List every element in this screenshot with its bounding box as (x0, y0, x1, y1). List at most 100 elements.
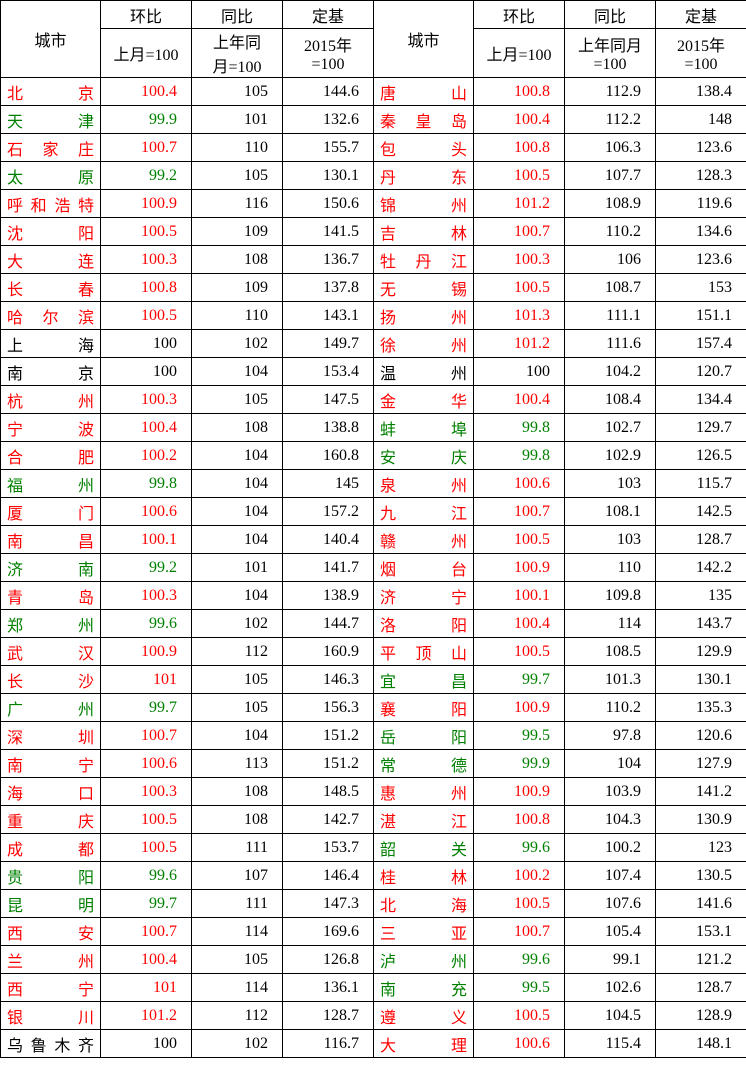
tb-cell: 106 (565, 246, 656, 274)
city-cell: 北海 (374, 890, 474, 918)
hb-cell: 100.3 (101, 246, 192, 274)
city-cell: 西安 (1, 918, 101, 946)
city-cell: 南京 (1, 358, 101, 386)
dj-cell: 128.7 (283, 1002, 374, 1030)
hb-cell: 100.8 (474, 134, 565, 162)
tb-cell: 116 (192, 190, 283, 218)
city-cell: 岳阳 (374, 722, 474, 750)
tb-cell: 107 (192, 862, 283, 890)
tb-cell: 111.6 (565, 330, 656, 358)
hb-cell: 100.9 (474, 554, 565, 582)
hb-cell: 100.4 (474, 610, 565, 638)
tb-cell: 110 (565, 554, 656, 582)
city-cell: 合肥 (1, 442, 101, 470)
hb-cell: 100.5 (474, 638, 565, 666)
city-cell: 南充 (374, 974, 474, 1002)
tb-cell: 108.1 (565, 498, 656, 526)
city-cell: 遵义 (374, 1002, 474, 1030)
tb-cell: 101 (192, 106, 283, 134)
tb-cell: 105 (192, 666, 283, 694)
table-body: 北京100.4105144.6唐山100.8112.9138.4天津99.910… (1, 78, 746, 1058)
tb-cell: 108.4 (565, 386, 656, 414)
city-cell: 惠州 (374, 778, 474, 806)
table-row: 重庆100.5108142.7湛江100.8104.3130.9 (1, 806, 746, 834)
dj-cell: 120.7 (656, 358, 746, 386)
hb-cell: 100.2 (101, 442, 192, 470)
tb-cell: 108 (192, 806, 283, 834)
dj-cell: 123 (656, 834, 746, 862)
tb-cell: 103 (565, 526, 656, 554)
tb-cell: 104.2 (565, 358, 656, 386)
hb-cell: 100.7 (101, 918, 192, 946)
city-cell: 长春 (1, 274, 101, 302)
dj-cell: 157.2 (283, 498, 374, 526)
hb-cell: 99.5 (474, 722, 565, 750)
tb-cell: 106.3 (565, 134, 656, 162)
tb-cell: 105 (192, 694, 283, 722)
hb-cell: 100.5 (474, 274, 565, 302)
table-row: 沈阳100.5109141.5吉林100.7110.2134.6 (1, 218, 746, 246)
tb-cell: 111 (192, 834, 283, 862)
dj-cell: 141.6 (656, 890, 746, 918)
table-row: 深圳100.7104151.2岳阳99.597.8120.6 (1, 722, 746, 750)
city-cell: 海口 (1, 778, 101, 806)
tb-cell: 111.1 (565, 302, 656, 330)
table-row: 成都100.5111153.7韶关99.6100.2123 (1, 834, 746, 862)
city-cell: 三亚 (374, 918, 474, 946)
dj-cell: 148.1 (656, 1030, 746, 1058)
hb-cell: 101 (101, 666, 192, 694)
hb-cell: 99.8 (474, 414, 565, 442)
table-row: 哈尔滨100.5110143.1扬州101.3111.1151.1 (1, 302, 746, 330)
dj-cell: 123.6 (656, 246, 746, 274)
dj-cell: 115.7 (656, 470, 746, 498)
hb-cell: 99.7 (474, 666, 565, 694)
table-row: 兰州100.4105126.8泸州99.699.1121.2 (1, 946, 746, 974)
hb-cell: 100.6 (474, 1030, 565, 1058)
header-dj-sub-left: 2015年=100 (283, 29, 374, 78)
table-row: 海口100.3108148.5惠州100.9103.9141.2 (1, 778, 746, 806)
dj-cell: 146.3 (283, 666, 374, 694)
tb-cell: 112.2 (565, 106, 656, 134)
table-row: 南宁100.6113151.2常德99.9104127.9 (1, 750, 746, 778)
header-dj-right: 定基 (656, 1, 746, 29)
hb-cell: 100.7 (101, 134, 192, 162)
tb-cell: 112 (192, 1002, 283, 1030)
hb-cell: 100.5 (101, 834, 192, 862)
dj-cell: 151.2 (283, 722, 374, 750)
city-cell: 哈尔滨 (1, 302, 101, 330)
hb-cell: 99.6 (101, 862, 192, 890)
city-cell: 呼和浩特 (1, 190, 101, 218)
tb-cell: 105 (192, 78, 283, 106)
city-cell: 赣州 (374, 526, 474, 554)
city-cell: 吉林 (374, 218, 474, 246)
dj-cell: 146.4 (283, 862, 374, 890)
tb-cell: 110 (192, 134, 283, 162)
hb-cell: 99.2 (101, 554, 192, 582)
city-cell: 湛江 (374, 806, 474, 834)
city-cell: 西宁 (1, 974, 101, 1002)
hb-cell: 99.6 (474, 946, 565, 974)
tb-cell: 110.2 (565, 218, 656, 246)
tb-cell: 108.7 (565, 274, 656, 302)
hb-cell: 100.4 (101, 78, 192, 106)
dj-cell: 119.6 (656, 190, 746, 218)
tb-cell: 97.8 (565, 722, 656, 750)
tb-cell: 104.3 (565, 806, 656, 834)
tb-cell: 112.9 (565, 78, 656, 106)
table-row: 杭州100.3105147.5金华100.4108.4134.4 (1, 386, 746, 414)
dj-cell: 128.7 (656, 974, 746, 1002)
city-cell: 昆明 (1, 890, 101, 918)
city-cell: 宜昌 (374, 666, 474, 694)
hb-cell: 100.6 (101, 498, 192, 526)
hb-cell: 99.8 (101, 470, 192, 498)
tb-cell: 101 (192, 554, 283, 582)
tb-cell: 109 (192, 274, 283, 302)
dj-cell: 153.1 (656, 918, 746, 946)
table-row: 西宁101114136.1南充99.5102.6128.7 (1, 974, 746, 1002)
hb-cell: 100.3 (101, 386, 192, 414)
city-cell: 宁波 (1, 414, 101, 442)
city-cell: 包头 (374, 134, 474, 162)
dj-cell: 143.7 (656, 610, 746, 638)
city-cell: 安庆 (374, 442, 474, 470)
table-row: 青岛100.3104138.9济宁100.1109.8135 (1, 582, 746, 610)
